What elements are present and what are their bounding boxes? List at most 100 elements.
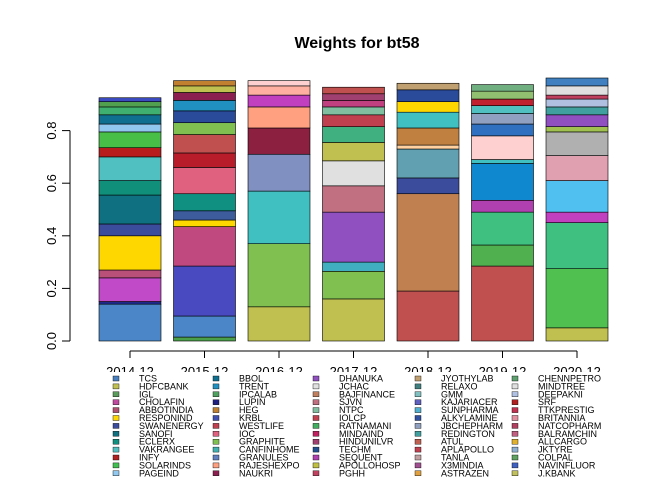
bar-segment [173, 193, 236, 212]
bar-segment [173, 265, 236, 317]
legend-item: ALKYLAMINE [414, 413, 498, 423]
bar-segment [545, 77, 609, 87]
legend-label: IOLCP [339, 413, 366, 423]
bar-segment [98, 131, 162, 148]
legend-label: SJVN [339, 397, 362, 407]
bar-stack [396, 82, 460, 342]
bar-segment [98, 147, 162, 158]
legend-label: KAJARIACER [441, 397, 498, 407]
bar-segment [396, 89, 460, 102]
bar-segment [98, 223, 162, 237]
legend-swatch [312, 446, 320, 453]
legend-item: DEEPAKNI [511, 389, 583, 399]
bar-segment [545, 180, 609, 213]
legend-item: BBOL [212, 374, 263, 384]
bar-segment [545, 106, 609, 116]
legend-label: TRENT [239, 381, 269, 391]
legend-label: HEG [239, 405, 259, 415]
legend-item: JCHAC [312, 381, 370, 391]
legend-swatch [511, 462, 519, 469]
legend-label: RAJESHEXPO [239, 460, 300, 470]
legend-item: ALLCARGO [511, 437, 587, 447]
legend-item: LUPIN [212, 397, 266, 407]
bar-segment [322, 271, 385, 300]
bar-segment [471, 135, 534, 160]
bar-segment [247, 153, 311, 192]
legend-swatch [511, 454, 519, 461]
legend-label: RELAXO [441, 381, 478, 391]
y-tick-label: 0.4 [44, 227, 59, 245]
legend-label: ATUL [441, 437, 463, 447]
bar-segment [545, 114, 609, 127]
bar-segment [173, 226, 236, 267]
legend-swatch [312, 470, 320, 476]
bar-segment [98, 180, 162, 196]
bar-segment [545, 268, 609, 329]
legend-swatch [312, 431, 320, 437]
legend-swatch [212, 399, 220, 405]
legend-label: SWANENERGY [139, 421, 204, 431]
legend-swatch [212, 391, 220, 397]
legend-item: INFY [112, 453, 160, 463]
legend-item: DHANUKA [312, 374, 383, 384]
legend-swatch [112, 415, 120, 421]
legend-label: JKTYRE [538, 445, 573, 455]
bar-stack [98, 97, 162, 342]
bar-segment [98, 106, 162, 116]
legend-swatch [112, 383, 120, 390]
legend-swatch [212, 423, 220, 429]
legend-item: RELAXO [414, 381, 478, 391]
bar-segment [545, 98, 609, 108]
legend-item: JKTYRE [511, 445, 573, 455]
legend-label: RESPONIND [139, 413, 193, 423]
legend-item: NAVINFLUOR [511, 460, 596, 470]
legend-label: DEEPAKNI [538, 389, 583, 399]
bar-segment [247, 190, 311, 244]
bar-segment [396, 101, 460, 113]
legend-swatch [414, 439, 422, 445]
legend-item: SANOFI [112, 429, 173, 439]
legend-item: JBCHEPHARM [414, 421, 503, 431]
legend-swatch [212, 431, 220, 437]
legend-label: MINDAIND [339, 429, 384, 439]
bar-segment [98, 301, 162, 305]
legend-label: BBOL [239, 374, 263, 384]
bar-segment [471, 123, 534, 137]
legend-item: SJVN [312, 397, 362, 407]
bar-segment [545, 94, 609, 100]
legend-swatch [212, 375, 220, 382]
bar-segment [173, 152, 236, 168]
bar-segment [173, 110, 236, 124]
legend-item: ATUL [414, 437, 463, 447]
legend-label: TANLA [441, 453, 469, 463]
bar-segment [173, 100, 236, 112]
legend-item: BAJFINANCE [312, 389, 395, 399]
legend-label: CHENNPETRO [538, 374, 601, 384]
legend-label: NAUKRI [239, 468, 273, 478]
bar-segment [471, 163, 534, 201]
legend-item: APLAPOLLO [414, 445, 494, 455]
legend-label: GRAPHITE [239, 437, 285, 447]
legend-item: TANLA [414, 453, 469, 463]
legend-swatch [112, 423, 120, 429]
legend-swatch [511, 375, 519, 382]
y-tick-label: 0.0 [44, 332, 59, 350]
legend-label: ECLERX [139, 437, 175, 447]
legend-label: JYOTHYLAB [441, 374, 494, 384]
legend-swatch [312, 399, 320, 405]
legend-item: X3MINDIA [414, 460, 484, 470]
legend-swatch [112, 470, 120, 476]
legend-label: NTPC [339, 405, 364, 415]
legend-label: ABBOTINDIA [139, 405, 194, 415]
legend-swatch [112, 391, 120, 397]
bar-segment [322, 298, 385, 342]
bar-segment [322, 185, 385, 213]
bar-segment [322, 211, 385, 263]
bar-segment [471, 105, 534, 114]
bar-stack [545, 77, 609, 342]
legend-label: JBCHEPHARM [441, 421, 503, 431]
legend-label: IOC [239, 429, 256, 439]
legend-label: RATNAMANI [339, 421, 391, 431]
legend-item: JYOTHYLAB [414, 374, 494, 384]
legend-item: TECHM [312, 445, 371, 455]
